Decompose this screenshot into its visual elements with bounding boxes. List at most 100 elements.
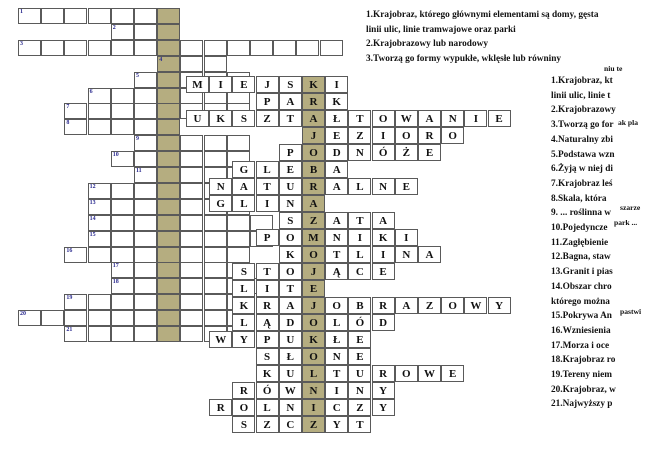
answer-cell[interactable]: A (371, 212, 395, 229)
blank-cell[interactable] (157, 103, 181, 120)
answer-cell[interactable]: T (348, 212, 372, 229)
blank-cell[interactable] (110, 230, 134, 247)
answer-cell[interactable]: L (255, 399, 279, 416)
answer-cell[interactable]: E (371, 263, 395, 280)
answer-cell[interactable]: C (278, 416, 302, 433)
blank-cell[interactable] (180, 182, 204, 199)
answer-cell[interactable]: R (209, 399, 233, 416)
blank-cell[interactable] (157, 198, 181, 215)
answer-cell[interactable]: W (209, 331, 233, 348)
answer-cell[interactable]: O (441, 127, 465, 144)
blank-cell[interactable] (203, 151, 227, 168)
blank-cell[interactable] (203, 262, 227, 279)
answer-cell[interactable]: W (464, 297, 488, 314)
blank-cell[interactable] (203, 55, 227, 72)
blank-cell[interactable] (110, 87, 134, 104)
blank-cell[interactable] (203, 230, 227, 247)
answer-cell[interactable]: Ż (394, 144, 418, 161)
answer-cell[interactable]: O (302, 144, 325, 161)
answer-cell[interactable]: T (348, 110, 372, 127)
blank-cell[interactable] (110, 103, 134, 120)
answer-cell[interactable]: T (278, 110, 302, 127)
blank-cell[interactable] (134, 119, 157, 136)
blank-cell[interactable] (157, 167, 181, 183)
blank-cell[interactable]: 16 (64, 246, 88, 263)
answer-cell[interactable]: W (278, 382, 302, 399)
blank-cell[interactable]: 8 (64, 119, 88, 136)
answer-cell[interactable]: L (348, 178, 372, 195)
answer-cell[interactable]: Y (487, 297, 511, 314)
answer-cell[interactable]: L (348, 246, 372, 263)
blank-cell[interactable] (203, 135, 227, 152)
answer-cell[interactable]: G (232, 161, 256, 178)
answer-cell[interactable]: L (232, 314, 256, 331)
answer-cell[interactable]: N (278, 195, 302, 212)
answer-cell[interactable]: N (209, 178, 233, 195)
answer-cell[interactable]: Ó (348, 314, 372, 331)
blank-cell[interactable]: 19 (64, 294, 88, 311)
blank-cell[interactable] (134, 182, 157, 199)
blank-cell[interactable] (180, 310, 204, 327)
answer-cell[interactable]: Y (371, 382, 395, 399)
answer-cell[interactable]: N (371, 178, 395, 195)
blank-cell[interactable] (203, 39, 227, 56)
blank-cell[interactable] (157, 262, 181, 279)
blank-cell[interactable] (226, 214, 250, 231)
blank-cell[interactable] (134, 246, 157, 263)
answer-cell[interactable]: K (255, 365, 279, 382)
answer-cell[interactable]: I (348, 229, 372, 246)
blank-cell[interactable] (180, 135, 204, 152)
blank-cell[interactable]: 7 (64, 103, 88, 120)
blank-cell[interactable] (203, 246, 227, 263)
answer-cell[interactable]: R (255, 297, 279, 314)
answer-cell[interactable]: R (302, 93, 325, 110)
answer-cell[interactable]: S (278, 76, 302, 93)
blank-cell[interactable]: 18 (110, 278, 134, 295)
answer-cell[interactable]: E (441, 365, 465, 382)
blank-cell[interactable] (134, 214, 157, 231)
blank-cell[interactable] (134, 326, 157, 342)
answer-cell[interactable]: I (255, 280, 279, 297)
blank-cell[interactable] (180, 294, 204, 311)
blank-cell[interactable] (203, 310, 227, 327)
blank-cell[interactable] (157, 23, 181, 40)
answer-cell[interactable]: J (302, 127, 325, 144)
answer-cell[interactable]: J (255, 76, 279, 93)
answer-cell[interactable]: A (418, 110, 441, 127)
blank-cell[interactable] (134, 262, 157, 279)
answer-cell[interactable]: O (302, 246, 325, 263)
answer-cell[interactable]: D (325, 144, 349, 161)
answer-cell[interactable]: J (302, 297, 325, 314)
blank-cell[interactable] (134, 151, 157, 168)
answer-cell[interactable]: U (186, 110, 209, 127)
blank-cell[interactable] (41, 310, 65, 327)
blank-cell[interactable]: 11 (134, 167, 157, 183)
answer-cell[interactable]: Y (232, 331, 256, 348)
blank-cell[interactable] (110, 39, 134, 56)
answer-cell[interactable]: J (302, 263, 325, 280)
blank-cell[interactable] (41, 8, 65, 24)
blank-cell[interactable] (134, 278, 157, 295)
blank-cell[interactable] (64, 8, 88, 24)
answer-cell[interactable]: S (232, 263, 256, 280)
answer-cell[interactable]: P (255, 93, 279, 110)
answer-cell[interactable]: L (232, 195, 256, 212)
answer-cell[interactable]: O (278, 263, 302, 280)
answer-cell[interactable]: Ł (325, 110, 349, 127)
answer-cell[interactable]: M (302, 229, 325, 246)
blank-cell[interactable] (110, 246, 134, 263)
blank-cell[interactable]: 10 (110, 151, 134, 168)
answer-cell[interactable]: Ł (278, 348, 302, 365)
answer-cell[interactable]: A (278, 297, 302, 314)
answer-cell[interactable]: K (325, 93, 349, 110)
answer-cell[interactable]: U (278, 331, 302, 348)
blank-cell[interactable] (134, 23, 157, 40)
answer-cell[interactable]: Y (325, 416, 349, 433)
blank-cell[interactable] (110, 198, 134, 215)
answer-cell[interactable]: L (232, 280, 256, 297)
answer-cell[interactable]: T (255, 263, 279, 280)
blank-cell[interactable] (87, 294, 111, 311)
answer-cell[interactable]: O (302, 314, 325, 331)
answer-cell[interactable]: K (278, 246, 302, 263)
blank-cell[interactable] (134, 39, 157, 56)
